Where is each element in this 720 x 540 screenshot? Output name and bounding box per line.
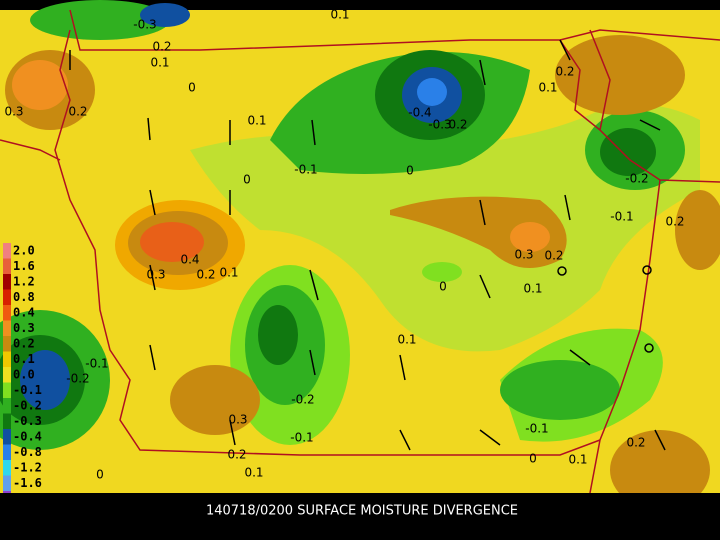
contour-label: -0.4 (408, 106, 431, 120)
legend-label: 0.1 (13, 352, 35, 366)
legend-label: 0.4 (13, 306, 35, 320)
legend-label: -0.4 (13, 430, 42, 444)
contour-label: 0.2 (544, 249, 563, 263)
contour-label: 0.1 (538, 81, 557, 95)
contour-label: -0.1 (85, 357, 108, 371)
contour-label: -0.2 (625, 172, 648, 186)
state-borders (0, 9, 720, 494)
contour-label: 0.3 (228, 413, 247, 427)
legend-swatch (3, 258, 11, 274)
legend-label: -1.6 (13, 476, 42, 490)
footer (0, 493, 720, 540)
contour-label: 0 (243, 173, 251, 187)
contour-label: 0.2 (665, 215, 684, 229)
contour-label: 0.2 (152, 40, 171, 54)
legend-label: 1.2 (13, 275, 35, 289)
legend: 2.01.6 1.20.8 0.40.3 0.20.1 0.0-0.1 -0.2-0.3 -… (3, 243, 42, 507)
contour-label: 0.4 (180, 253, 199, 267)
contour-label: 0.1 (397, 333, 416, 347)
legend-swatch (3, 382, 11, 398)
contour-label: -0.2 (66, 372, 89, 386)
contour-label: 0 (439, 280, 447, 294)
legend-swatch (3, 367, 11, 383)
legend-swatch (3, 460, 11, 476)
contour-label: 0.1 (219, 266, 238, 280)
legend-label: 0.0 (13, 368, 35, 382)
contour-label: 0.3 (4, 105, 23, 119)
legend-label: -0.1 (13, 383, 42, 397)
contour-label: -0.2 (291, 393, 314, 407)
contour-label: 0.1 (330, 8, 349, 22)
contour-label: 0.2 (68, 105, 87, 119)
contour-label: -0.3 (428, 118, 451, 132)
legend-swatch (3, 243, 11, 259)
contour-label: -0.3 (133, 18, 156, 32)
contour-label: -0.1 (610, 210, 633, 224)
legend-swatch (3, 289, 11, 305)
contour-label: 0.3 (146, 268, 165, 282)
legend-swatch (3, 444, 11, 460)
legend-label: 0.3 (13, 321, 35, 335)
contour-label: 0.2 (448, 118, 467, 132)
legend-label: -1.2 (13, 461, 42, 475)
legend-swatch (3, 320, 11, 336)
contour-labels: -0.30.10.20.100.3 0.20.1-0.4-0.30.20.20.1… (4, 8, 684, 482)
contour-label: 0.2 (227, 448, 246, 462)
legend-label: -0.3 (13, 414, 42, 428)
legend-label: 1.6 (13, 259, 35, 273)
legend-swatch (3, 398, 11, 414)
legend-swatch (3, 475, 11, 491)
legend-swatch (3, 429, 11, 445)
contour-label: 0.1 (247, 114, 266, 128)
legend-swatch (3, 351, 11, 367)
legend-label: 0.2 (13, 337, 35, 351)
contour-label: 0.1 (568, 453, 587, 467)
contour-label: 0.3 (514, 248, 533, 262)
legend-swatch (3, 305, 11, 321)
map-field (0, 0, 720, 510)
contour-label: 0.1 (244, 466, 263, 480)
contour-label: 0 (188, 81, 196, 95)
legend-swatch (3, 413, 11, 429)
legend-label: 2.0 (13, 244, 35, 258)
legend-label: -0.2 (13, 399, 42, 413)
legend-label: -0.8 (13, 445, 42, 459)
contour-label: 0 (529, 452, 537, 466)
contour-label: 0.2 (626, 436, 645, 450)
legend-label: 0.8 (13, 290, 35, 304)
contour-label: -0.1 (294, 163, 317, 177)
contour-label: -0.1 (290, 431, 313, 445)
contour-label: 0.2 (555, 65, 574, 79)
title: 140718/0200 SURFACE MOISTURE DIVERGENCE (206, 504, 518, 519)
legend-swatch (3, 274, 11, 290)
wind-barbs (69, 39, 666, 451)
legend-swatch (3, 336, 11, 352)
contour-label: 0 (406, 164, 414, 178)
contour-label: -0.1 (525, 422, 548, 436)
contour-label: 0.1 (523, 282, 542, 296)
contour-label: 0 (96, 468, 104, 482)
contour-label: 0.1 (150, 56, 169, 70)
contour-label: 0.2 (196, 268, 215, 282)
